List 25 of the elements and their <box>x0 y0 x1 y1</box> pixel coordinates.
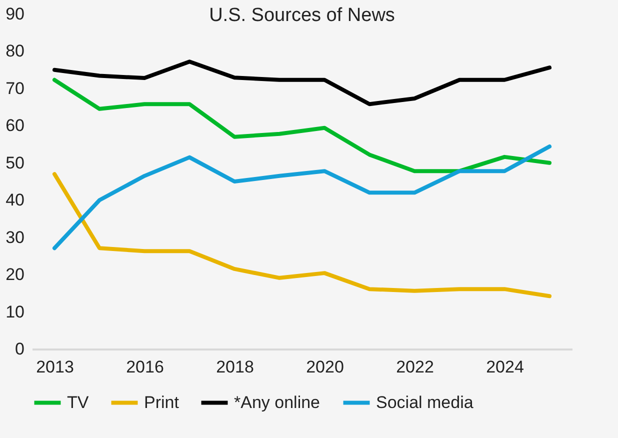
legend-label: Social media <box>376 392 474 412</box>
x-tick-label: 2020 <box>306 358 344 376</box>
chart-title: U.S. Sources of News <box>209 5 395 26</box>
line-series <box>52 60 552 106</box>
y-tick-label: 0 <box>15 340 24 358</box>
line-series <box>52 144 552 250</box>
x-tick-label: 2013 <box>36 358 74 376</box>
x-tick-label: 2018 <box>216 358 254 376</box>
y-tick-label: 50 <box>6 153 24 172</box>
y-tick-label: 30 <box>6 228 24 247</box>
y-tick-label: 70 <box>6 78 24 98</box>
legend-label: Print <box>144 392 180 412</box>
y-tick-label: 80 <box>6 42 24 61</box>
legend-label: TV <box>67 392 90 412</box>
y-tick-label: 90 <box>6 4 24 24</box>
x-tick-label: 2016 <box>126 358 164 376</box>
x-tick-label: 2022 <box>396 358 434 376</box>
line-series <box>52 172 552 298</box>
legend-label: *Any online <box>234 392 320 412</box>
y-tick-label: 10 <box>6 302 24 322</box>
line-series <box>52 78 552 174</box>
x-tick-label: 2024 <box>486 358 524 376</box>
y-tick-label: 20 <box>6 265 24 284</box>
y-tick-label: 40 <box>6 190 24 210</box>
y-tick-label: 60 <box>6 116 24 136</box>
